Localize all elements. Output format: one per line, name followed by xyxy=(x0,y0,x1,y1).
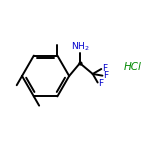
Text: F: F xyxy=(102,64,107,74)
Text: F: F xyxy=(103,71,108,80)
Text: F: F xyxy=(98,79,103,88)
Text: NH$_2$: NH$_2$ xyxy=(71,40,89,53)
Text: HCl: HCl xyxy=(124,62,142,72)
